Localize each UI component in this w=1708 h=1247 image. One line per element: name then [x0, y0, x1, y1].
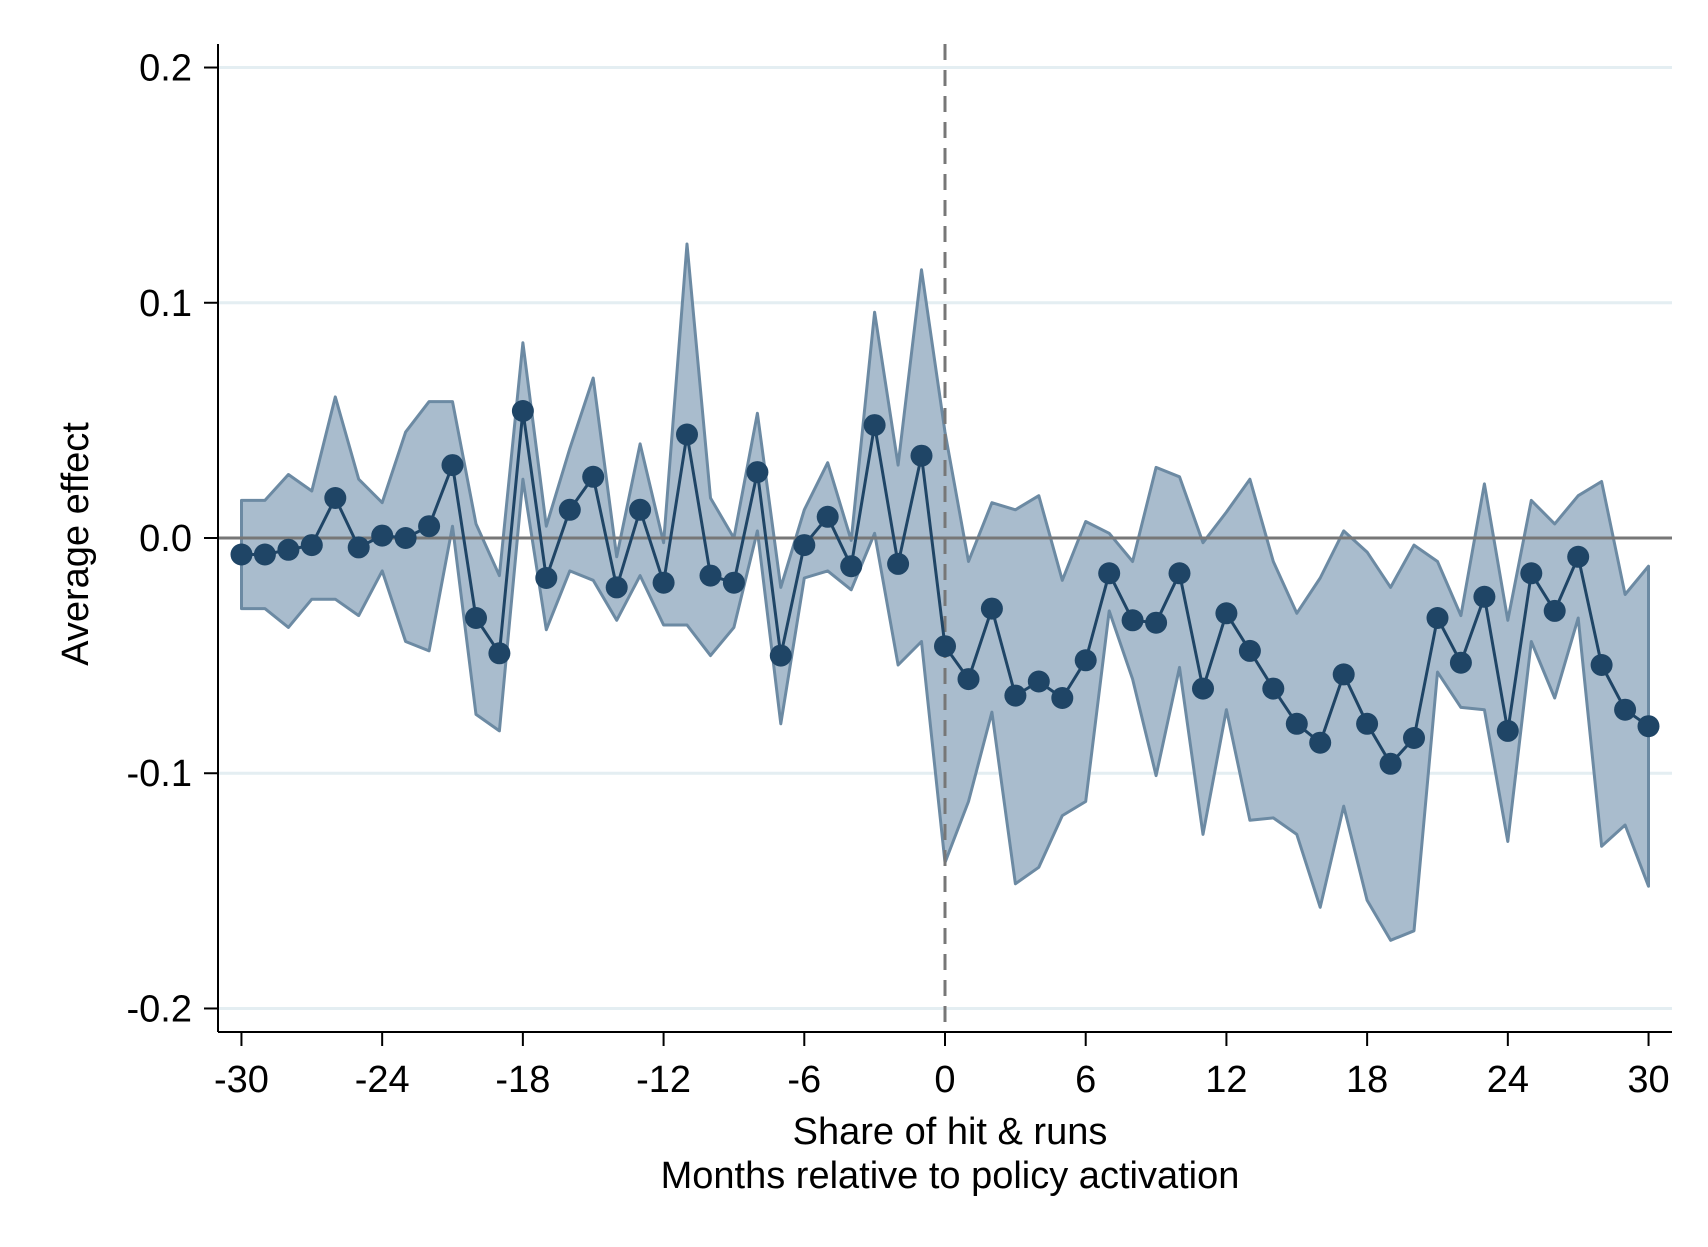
x-tick-label: -18: [495, 1059, 550, 1101]
data-point: [769, 644, 792, 667]
data-point: [277, 538, 300, 561]
data-point: [371, 524, 394, 547]
data-point: [816, 505, 839, 528]
data-point: [1262, 677, 1285, 700]
data-point: [1403, 727, 1425, 749]
y-axis-ticks: -0.2 -0.1 0.0 0.1 0.2: [127, 48, 218, 1030]
data-point: [676, 423, 698, 446]
y-tick-label: 0.0: [139, 518, 192, 560]
x-tick-label: -12: [636, 1059, 691, 1101]
data-point: [1426, 607, 1449, 629]
y-tick-label: 0.2: [139, 48, 192, 90]
data-point: [441, 454, 464, 477]
data-point: [511, 400, 534, 422]
data-point: [230, 543, 253, 566]
data-point: [1449, 651, 1472, 674]
data-point: [863, 414, 886, 437]
data-point: [793, 534, 816, 557]
data-point: [652, 571, 675, 594]
y-tick-label: -0.2: [127, 988, 192, 1030]
data-point: [1637, 715, 1660, 738]
x-axis-title-line-2: Months relative to policy activation: [661, 1155, 1240, 1197]
data-point: [1379, 752, 1402, 775]
data-point: [722, 571, 745, 594]
series-group: [230, 400, 1660, 775]
data-point: [887, 552, 910, 575]
y-tick-label: -0.1: [127, 753, 192, 795]
data-point: [957, 668, 980, 691]
data-point: [1590, 654, 1613, 676]
data-point: [1074, 649, 1097, 672]
data-point: [488, 642, 511, 665]
data-point: [1145, 611, 1168, 634]
x-tick-label: 30: [1627, 1059, 1669, 1101]
data-point: [394, 527, 417, 549]
data-point: [1309, 731, 1332, 754]
data-point: [1121, 609, 1144, 632]
data-point: [1356, 712, 1379, 735]
data-point: [253, 543, 276, 566]
data-point: [1520, 562, 1543, 585]
data-point: [605, 576, 628, 599]
data-point: [1215, 602, 1238, 625]
x-tick-label: 18: [1346, 1059, 1388, 1101]
data-point: [1168, 562, 1191, 585]
data-point: [418, 515, 441, 538]
data-point: [910, 444, 933, 467]
x-tick-label: 24: [1487, 1059, 1529, 1101]
data-point: [1098, 562, 1121, 585]
data-point: [1192, 677, 1214, 700]
data-point: [1567, 545, 1590, 568]
y-axis-title: Average effect: [55, 422, 97, 666]
y-tick-label: 0.1: [139, 283, 192, 325]
data-point: [840, 555, 863, 578]
data-point: [1051, 687, 1074, 709]
data-point: [1614, 698, 1637, 721]
data-point: [324, 487, 347, 509]
data-point: [535, 567, 558, 589]
data-point: [1496, 719, 1519, 742]
data-point: [300, 534, 323, 557]
data-point: [746, 461, 769, 484]
data-point: [1543, 599, 1566, 622]
data-point: [1238, 639, 1261, 662]
data-point: [699, 564, 722, 587]
x-axis-title-line-1: Share of hit & runs: [793, 1111, 1108, 1153]
data-point: [465, 607, 487, 629]
data-point: [629, 498, 652, 521]
data-point: [934, 635, 956, 658]
data-point: [980, 597, 1003, 620]
data-point: [1004, 684, 1027, 707]
data-point: [1027, 670, 1050, 693]
x-tick-label: 6: [1075, 1059, 1096, 1101]
data-point: [1473, 585, 1496, 608]
x-tick-label: 12: [1205, 1059, 1247, 1101]
data-point: [1285, 712, 1308, 735]
x-axis-ticks: -30 -24 -18 -12 -6 0 6 12 18 24 30: [214, 1032, 1670, 1101]
data-point: [582, 465, 605, 488]
data-point: [347, 536, 370, 559]
data-point: [558, 498, 581, 521]
x-tick-label: -30: [214, 1059, 269, 1101]
x-tick-label: 0: [934, 1059, 955, 1101]
data-point: [1332, 663, 1355, 686]
x-tick-label: -6: [787, 1059, 821, 1101]
x-tick-label: -24: [355, 1059, 410, 1101]
